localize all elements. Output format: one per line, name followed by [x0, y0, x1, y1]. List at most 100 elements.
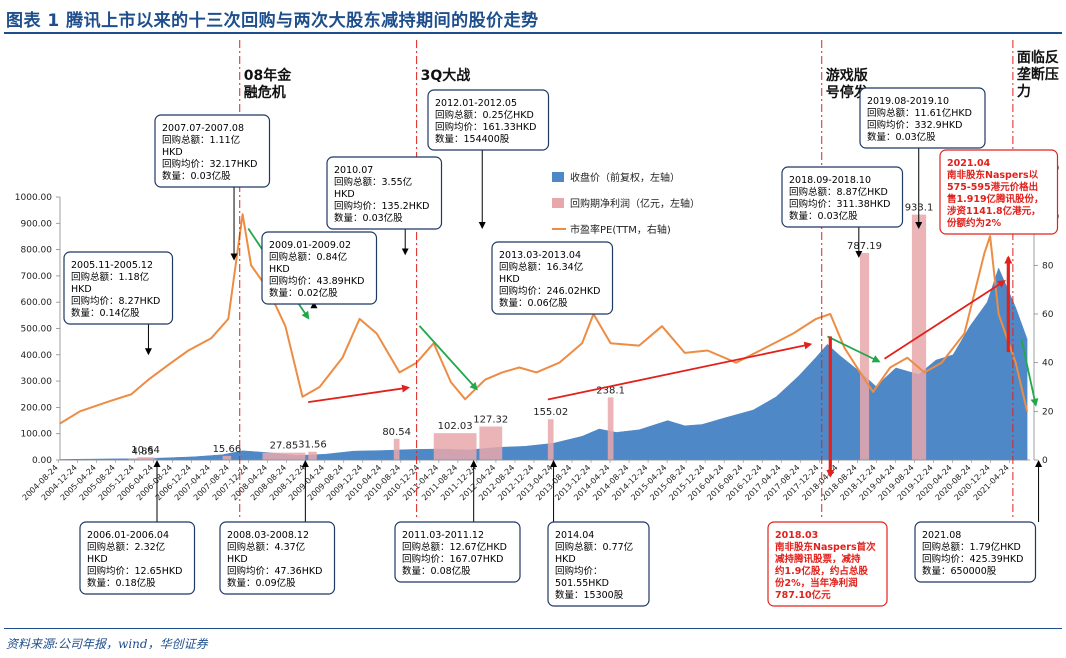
pe-line — [59, 213, 1029, 425]
legend-label: 市盈率PE(TTM，右轴) — [570, 223, 671, 236]
reduction-note-text: 2018.03 — [775, 530, 818, 541]
buyback-box-text: 2008.03-2008.12 — [227, 530, 309, 541]
reduction-note-text: 份2%，当年净利润 — [775, 577, 858, 589]
buyback-box-text: 回购总额：11.61亿HKD — [867, 107, 972, 119]
reduction-note-text: 787.10亿元 — [775, 589, 831, 601]
buyback-box-text: 数量：0.02亿股 — [269, 287, 338, 299]
event-label: 号停发 — [826, 84, 869, 101]
profit-bar — [262, 452, 306, 460]
green-trend-arrow — [418, 325, 478, 391]
profit-bar-label: 80.54 — [382, 427, 411, 438]
event-label: 力 — [1017, 83, 1031, 100]
source-note: 资料来源:公司年报，wind，华创证券 — [6, 637, 208, 651]
buyback-box-text: 数量：0.03亿股 — [334, 212, 403, 224]
legend-swatch-bar — [552, 198, 564, 208]
left-axis-tick-label: 700.00 — [21, 272, 53, 282]
left-axis-tick-label: 900.00 — [21, 219, 53, 229]
right-axis-tick-label: 60 — [1042, 310, 1054, 320]
profit-bar-label: 127.32 — [473, 415, 508, 426]
right-axis-tick-label: 80 — [1042, 261, 1054, 271]
buyback-box-text: 回购均价：8.27HKD — [71, 295, 160, 307]
legend-label: 回购期净利润（亿元，左轴） — [570, 197, 700, 210]
profit-bar — [859, 252, 870, 460]
profit-bar-label: 4.85 — [132, 447, 154, 458]
buyback-box-text: 2012.01-2012.05 — [435, 98, 517, 109]
buyback-box-text: 回购总额：0.25亿HKD — [435, 109, 534, 121]
page-title: 图表 1 腾讯上市以来的十三次回购与两次大股东减持期间的股价走势 — [6, 11, 539, 31]
buyback-box-text: 2010.07 — [334, 165, 373, 176]
buyback-box-text: HKD — [71, 284, 92, 295]
buyback-box-text: HKD — [499, 274, 520, 285]
event-label: 融危机 — [244, 84, 286, 101]
reduction-note-text: 南非股东Naspers首次 — [775, 541, 876, 553]
profit-bar-label: 787.19 — [847, 241, 882, 252]
left-axis-tick-label: 800.00 — [21, 246, 53, 256]
buyback-box — [63, 251, 174, 325]
left-axis-tick-label: 500.00 — [21, 325, 53, 335]
buyback-box-text: 回购总额：1.18亿 — [71, 271, 149, 283]
buyback-box-text: 2014.04 — [555, 530, 594, 541]
buyback-box — [394, 521, 521, 583]
profit-bar-label: 10.64 — [131, 445, 160, 456]
left-axis-tick-label: 1000.00 — [15, 193, 52, 203]
profit-bar-label: 238.1 — [596, 385, 625, 396]
event-label: 垄断压 — [1017, 66, 1059, 83]
buyback-box-text: 回购总额：8.87亿HKD — [789, 186, 888, 198]
red-trend-arrow — [308, 384, 411, 404]
buyback-box-text: 回购总额：16.34亿 — [499, 261, 583, 273]
buyback-box-text: 2019.08-2019.10 — [867, 96, 949, 107]
buyback-box-text: HKD — [162, 147, 183, 158]
red-trend-arrow — [547, 341, 813, 401]
buyback-box-text: 回购均价：425.39HKD — [922, 553, 1023, 565]
buyback-box-text: HKD — [269, 264, 290, 275]
buyback-box — [261, 231, 378, 305]
buyback-box-text: 回购均价：246.02HKD — [499, 285, 600, 297]
red-trend-arrow — [884, 280, 1007, 360]
event-label: 3Q大战 — [421, 67, 471, 84]
profit-bar — [222, 455, 232, 460]
event-label: 08年金 — [244, 67, 292, 84]
profit-bar-label: 155.02 — [533, 407, 568, 418]
buyback-box-text: 2005.11-2005.12 — [71, 260, 153, 271]
buyback-box-text: 回购均价：332.9HKD — [867, 119, 962, 131]
buyback-box-text: 回购总额：1.11亿 — [162, 134, 240, 146]
buyback-box-text: 2018.09-2018.10 — [789, 175, 871, 186]
event-label: 面临反 — [1017, 49, 1059, 66]
reduction-note-text: 份额约为2% — [947, 217, 1002, 229]
buyback-box — [781, 166, 904, 228]
profit-bar-label: 27.85 — [270, 441, 299, 452]
profit-bar-label: 31.56 — [298, 440, 327, 451]
buyback-box — [326, 156, 443, 230]
buyback-box-text: 回购总额：0.77亿 — [555, 541, 633, 553]
left-axis-tick-label: 0.00 — [32, 456, 52, 466]
buyback-box-text: 回购总额：3.55亿 — [334, 176, 412, 188]
buyback-box-text: 回购均价：43.89HKD — [269, 275, 364, 287]
left-axis-tick-label: 300.00 — [21, 377, 53, 387]
reduction-note-text: 售1.919亿腾讯股份， — [947, 193, 1044, 205]
reduction-note-text: 涉资1141.8亿港元， — [947, 205, 1041, 217]
buyback-box-text: 回购均价：12.65HKD — [87, 565, 182, 577]
reduction-note-text: 南非股东Naspers以 — [947, 169, 1039, 181]
legend-label: 收盘价（前复权，左轴） — [570, 171, 680, 184]
left-axis-tick-label: 200.00 — [21, 403, 53, 413]
left-axis-tick-label: 100.00 — [21, 430, 53, 440]
buyback-box-text: 回购均价：167.07HKD — [402, 553, 503, 565]
reduction-note-box — [767, 521, 888, 607]
profit-bar-label: 15.66 — [213, 444, 242, 455]
left-axis-tick-label: 600.00 — [21, 298, 53, 308]
right-axis-tick-label: 0 — [1042, 456, 1048, 466]
buyback-box-text: 数量：0.18亿股 — [87, 577, 156, 589]
legend-swatch-area — [552, 172, 564, 182]
buyback-box-text: 2009.01-2009.02 — [269, 240, 351, 251]
profit-bar — [607, 397, 614, 460]
buyback-box-text: 回购总额：1.79亿HKD — [922, 541, 1021, 553]
buyback-box-text: HKD — [87, 554, 108, 565]
buyback-box-text: 2006.01-2006.04 — [87, 530, 169, 541]
buyback-box-text: HKD — [555, 554, 576, 565]
buyback-box-text: 2011.03-2011.12 — [402, 530, 484, 541]
buyback-box-text: 回购均价：32.17HKD — [162, 158, 257, 170]
title-divider — [4, 32, 1062, 34]
buyback-box — [859, 87, 986, 149]
buyback-box — [914, 521, 1037, 583]
reduction-note-text: 2021.04 — [947, 158, 991, 169]
